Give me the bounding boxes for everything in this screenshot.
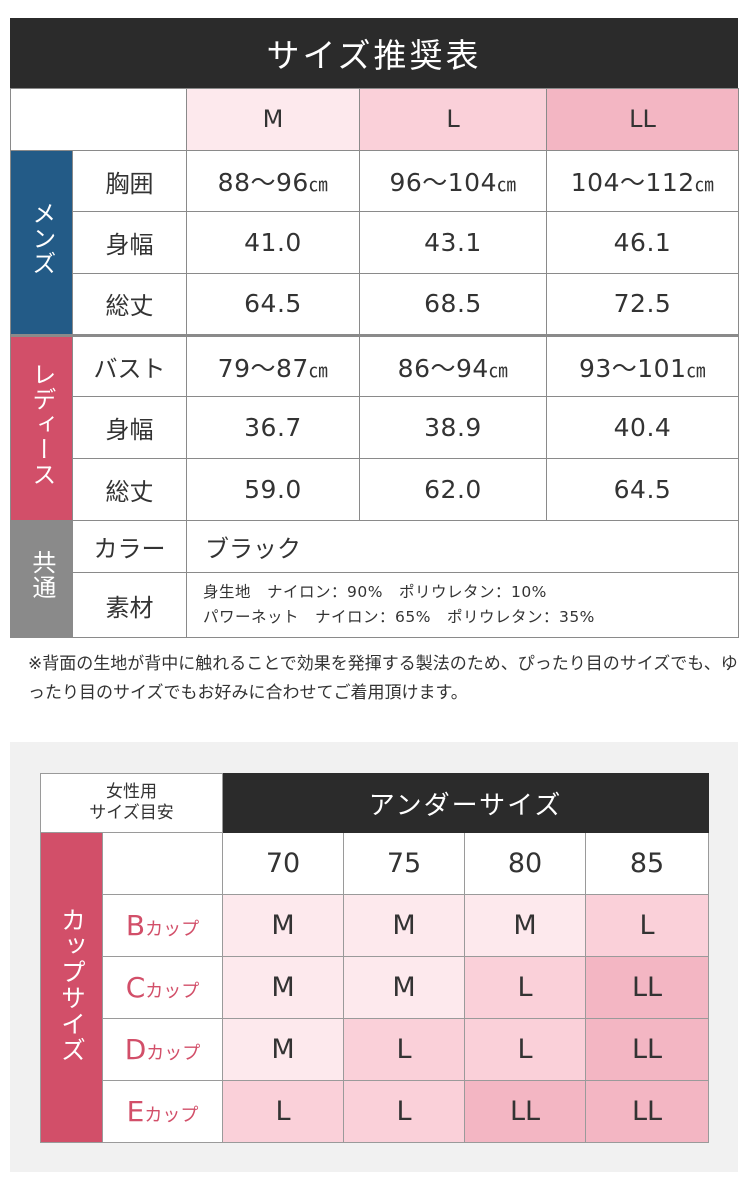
page-title: サイズ推奨表 <box>10 18 738 88</box>
cup-cell: M <box>343 956 465 1019</box>
note-text: ※背面の生地が背中に触れることで効果を発揮する製法のため、ぴったり目のサイズでも… <box>28 654 738 703</box>
row-label: バスト <box>72 333 187 398</box>
cell-value: 36.7 <box>186 396 360 460</box>
table-row: 素材 身生地 ナイロン：90% ポリウレタン：10% パワーネット ナイロン：6… <box>11 572 739 638</box>
cup-side-label: カップサイズ <box>40 832 103 1143</box>
cell-value: 62.0 <box>359 458 547 521</box>
cup-label: Bカップ <box>102 894 223 957</box>
guide-label: 女性用 サイズ目安 <box>40 773 223 833</box>
table-row: 共通 カラー ブラック <box>10 519 739 639</box>
cup-row: Eカップ L L LL LL <box>41 1080 710 1143</box>
cell-value: 64.5 <box>186 273 360 336</box>
cup-row: Bカップ M M M L <box>41 894 710 957</box>
size-header-row: M L LL <box>10 88 739 151</box>
cup-cell: M <box>464 894 586 957</box>
cup-cell: L <box>464 956 586 1019</box>
cell-value: 93～101㎝ <box>546 333 739 398</box>
cup-row: Cカップ M M L LL <box>41 956 710 1019</box>
row-label: 総丈 <box>72 273 187 336</box>
cup-label: Eカップ <box>102 1080 223 1143</box>
size-header-l: L <box>359 88 547 151</box>
material-line: パワーネット ナイロン：65% ポリウレタン：35% <box>203 608 595 627</box>
cup-cell: LL <box>464 1080 586 1143</box>
size-table: M L LL メンズ 胸囲 88～96㎝ 96～104㎝ 104～112㎝ 身幅… <box>10 88 739 639</box>
under-size-header: アンダーサイズ <box>221 773 710 833</box>
cell-value: 68.5 <box>359 273 547 336</box>
cell-value: 72.5 <box>546 273 739 336</box>
material-line: 身生地 ナイロン：90% ポリウレタン：10% <box>203 583 547 602</box>
cell-value: 86～94㎝ <box>359 333 547 398</box>
cup-row: Dカップ M L L LL <box>41 1018 710 1081</box>
table-row: メンズ 胸囲 88～96㎝ 96～104㎝ 104～112㎝ <box>10 149 739 336</box>
under-size-row: カップサイズ 70 75 80 85 <box>40 832 710 1143</box>
cup-cell: M <box>222 1018 344 1081</box>
cup-cell: L <box>343 1080 465 1143</box>
cell-value: 40.4 <box>546 396 739 460</box>
table-row: 総丈 59.0 62.0 64.5 <box>11 458 739 521</box>
cup-cell: L <box>584 894 710 957</box>
cup-cell: L <box>343 1018 465 1081</box>
table-row: レディース バスト 79～87㎝ 86～94㎝ 93～101㎝ <box>10 333 739 521</box>
size-header-m: M <box>186 88 360 151</box>
cell-value: 41.0 <box>186 211 360 275</box>
cup-cell: LL <box>584 1080 710 1143</box>
cup-cell: M <box>222 894 344 957</box>
cell-value: 96～104㎝ <box>359 149 547 213</box>
cup-cell: M <box>222 956 344 1019</box>
cup-cell: L <box>464 1018 586 1081</box>
under-size: 80 <box>464 832 586 895</box>
under-size: 85 <box>584 832 710 895</box>
cell-value: 104～112㎝ <box>546 149 739 213</box>
cup-cell: M <box>343 894 465 957</box>
cup-blank <box>102 832 223 895</box>
cell-value: 46.1 <box>546 211 739 275</box>
row-label: 胸囲 <box>72 149 187 213</box>
row-label: 総丈 <box>72 458 187 521</box>
cup-header-row: 女性用 サイズ目安 アンダーサイズ <box>40 773 710 833</box>
material-value: 身生地 ナイロン：90% ポリウレタン：10% パワーネット ナイロン：65% … <box>186 572 739 638</box>
size-header-ll: LL <box>546 88 739 151</box>
cup-cell: LL <box>584 1018 710 1081</box>
header-blank <box>10 88 187 151</box>
cup-cell: LL <box>584 956 710 1019</box>
cup-label: Cカップ <box>102 956 223 1019</box>
cell-value: 59.0 <box>186 458 360 521</box>
table-row: 総丈 64.5 68.5 72.5 <box>11 273 739 336</box>
material-label: 素材 <box>72 572 187 638</box>
cell-value: 88～96㎝ <box>186 149 360 213</box>
cup-size-table: 女性用 サイズ目安 アンダーサイズ カップサイズ 70 75 80 85 Bカッ… <box>40 773 710 1143</box>
table-row: 身幅 41.0 43.1 46.1 <box>11 211 739 275</box>
cup-cell: L <box>222 1080 344 1143</box>
row-label: 身幅 <box>72 396 187 460</box>
cell-value: 43.1 <box>359 211 547 275</box>
common-side-label: 共通 <box>10 519 73 639</box>
cell-value: 64.5 <box>546 458 739 521</box>
cell-value: 79～87㎝ <box>186 333 360 398</box>
cell-value: 38.9 <box>359 396 547 460</box>
under-size: 75 <box>343 832 465 895</box>
color-label: カラー <box>72 519 187 574</box>
row-label: 身幅 <box>72 211 187 275</box>
cup-label: Dカップ <box>102 1018 223 1081</box>
table-row: 身幅 36.7 38.9 40.4 <box>11 396 739 460</box>
under-size: 70 <box>222 832 344 895</box>
ladies-side-label: レディース <box>10 333 73 521</box>
color-value: ブラック <box>186 519 739 574</box>
mens-side-label: メンズ <box>10 149 73 336</box>
